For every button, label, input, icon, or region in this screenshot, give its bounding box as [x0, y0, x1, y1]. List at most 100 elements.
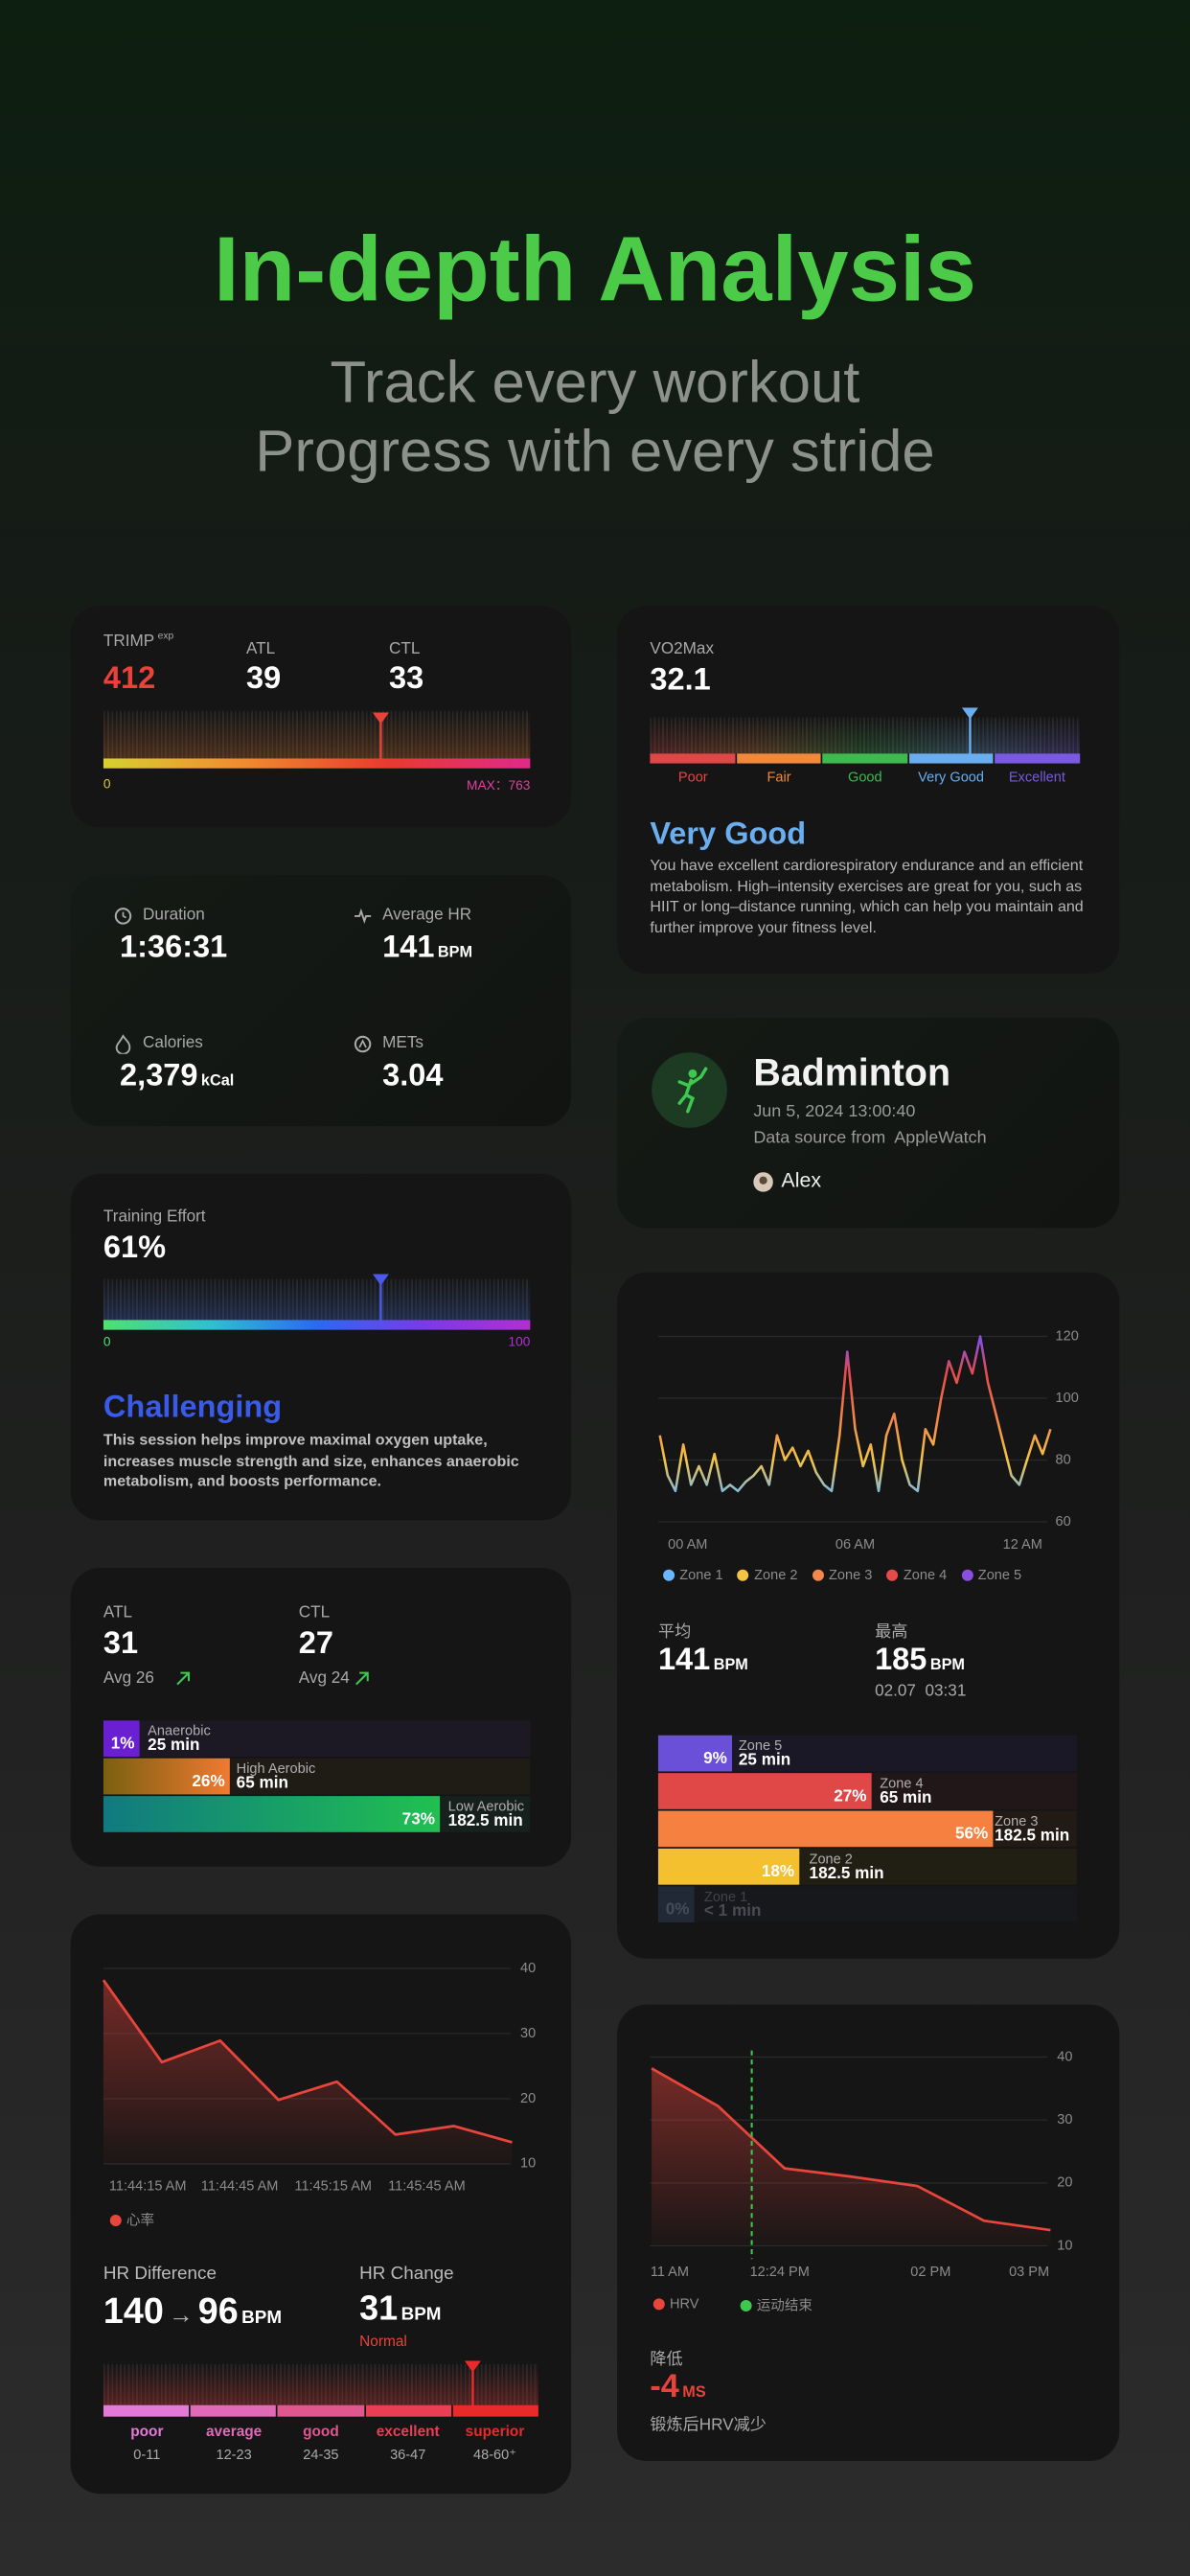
- zone-bar: 27%: [657, 1773, 872, 1809]
- scale-min: 0: [103, 1334, 111, 1350]
- bar-glow: [103, 710, 531, 759]
- level: Challenging: [103, 1390, 283, 1425]
- unit: BPM: [400, 2305, 442, 2325]
- level-segment: [103, 2404, 190, 2417]
- zone-bar: 1%: [103, 1720, 140, 1758]
- zone-row: 73% Low Aerobic 182.5 min: [103, 1796, 531, 1832]
- level-range: 36-47: [390, 2446, 426, 2463]
- x-tick-label: 06 AM: [835, 1537, 875, 1552]
- decor: [471, 2369, 474, 2407]
- y-tick-label: 30: [1057, 2112, 1072, 2128]
- legend: Zone 1 Zone 2 Zone 3 Zone 4 Zone 5: [663, 1566, 1021, 1582]
- zone-percent: 56%: [954, 1825, 989, 1844]
- legend-dot: [812, 1569, 824, 1581]
- decor: [354, 1035, 372, 1053]
- arrow: →: [168, 2301, 194, 2330]
- decor: [688, 1069, 698, 1078]
- hr-card: 120 100 80 60 00 AM 06 AM 12 AM Zone 1 Zone 2 Zo…: [617, 1272, 1120, 1959]
- zone-duration: 182.5 min: [809, 1865, 884, 1883]
- sport: Badminton: [753, 1050, 951, 1093]
- label: CTL: [389, 640, 421, 658]
- decor: [355, 1671, 369, 1686]
- label: HR Change: [359, 2264, 454, 2284]
- scale-max: MAX：763: [467, 778, 531, 794]
- line: [102, 1979, 513, 2144]
- zone-name: Anaerobic: [148, 1722, 211, 1739]
- average: Avg 26: [103, 1669, 154, 1689]
- decor: [759, 1176, 767, 1184]
- area: [652, 2068, 1051, 2246]
- legend-label: Zone 5: [977, 1566, 1022, 1583]
- x-tick-label: 11:44:15 AM: [109, 2179, 187, 2195]
- zone-row: 18% Zone 2 182.5 min: [657, 1848, 1077, 1885]
- zone-percent: 1%: [110, 1735, 135, 1754]
- level-bar: [650, 753, 1081, 764]
- y-tick-label: 20: [520, 2091, 536, 2106]
- decor: [114, 908, 132, 925]
- legend-dot: [109, 2214, 122, 2226]
- x-tick-label: 12 AM: [1003, 1537, 1042, 1552]
- legend-label: HRV: [669, 2294, 699, 2312]
- subtitle-line: Progress with every stride: [255, 417, 935, 485]
- bar-glow: [650, 717, 1081, 754]
- value-number: 185: [875, 1643, 927, 1678]
- level-label: superior 48-60⁺: [451, 2424, 538, 2465]
- zone-bar: 0%: [657, 1886, 695, 1923]
- subtitle-line: Track every workout: [330, 348, 860, 416]
- avatar: [753, 1172, 773, 1192]
- level-label: average 12-23: [191, 2424, 278, 2465]
- level-segment: [191, 2404, 277, 2417]
- bar-glow: [103, 1278, 531, 1321]
- value: 39: [245, 661, 282, 697]
- x-tick-label: 11:45:45 AM: [388, 2179, 466, 2195]
- headline: In-depth Analysis: [213, 217, 977, 321]
- level-label: Poor: [650, 769, 736, 785]
- y-tick-label: 20: [1057, 2175, 1072, 2191]
- zone-name: Zone 3: [995, 1812, 1039, 1829]
- zone-bar: 9%: [657, 1735, 733, 1772]
- x-tick-label: 11:45:15 AM: [294, 2179, 372, 2195]
- legend-dot: [961, 1569, 973, 1581]
- decor: [122, 911, 126, 919]
- x-tick-label: 03 PM: [1009, 2265, 1049, 2280]
- legend-dot: [663, 1569, 675, 1581]
- level-segment: [908, 753, 995, 764]
- unit: BPM: [241, 2308, 283, 2329]
- legend-label: Zone 1: [679, 1566, 723, 1583]
- line-chart: 40 30 20 10 11:44:15 AM 11:44:45 AM 11:45:15 A…: [102, 1961, 536, 2195]
- label: HR Difference: [103, 2264, 217, 2284]
- decor: [379, 721, 382, 761]
- level-name: poor: [130, 2423, 164, 2440]
- value: 185 BPM: [875, 1644, 965, 1680]
- decor: [961, 707, 979, 720]
- legend-item: Zone 5: [961, 1566, 1022, 1583]
- trimp-card: TRIMP exp 412 ATL 39 CTL 33 0 MAX：763: [70, 606, 572, 828]
- unit: MS: [682, 2383, 706, 2403]
- trend-arrow: [176, 1671, 191, 1686]
- y-tick-label: 10: [520, 2156, 536, 2172]
- level-segment: [995, 753, 1081, 764]
- legend-label: 运动结束: [756, 2296, 813, 2313]
- decor: [464, 2360, 481, 2373]
- value: 31 BPM: [359, 2290, 441, 2330]
- scale-bar: [103, 758, 531, 769]
- zone-name: Zone 5: [738, 1736, 783, 1754]
- zone-percent: 0%: [665, 1900, 690, 1920]
- zone-bar: 73%: [103, 1796, 441, 1832]
- x-tick-label: 11 AM: [651, 2265, 689, 2280]
- scale-min: 0: [103, 776, 111, 792]
- label: ATL: [245, 640, 276, 658]
- zone-row: 0% Zone 1 < 1 min: [657, 1886, 1077, 1923]
- zone-duration: 65 min: [880, 1789, 932, 1808]
- legend-item: Zone 4: [886, 1566, 947, 1582]
- level-segment: [452, 2404, 538, 2417]
- legend-item: 运动结束: [740, 2295, 813, 2315]
- decor: [372, 712, 390, 724]
- max-time: 02.07 03:31: [875, 1682, 967, 1701]
- zone-duration: 25 min: [738, 1751, 791, 1770]
- change: 31: [359, 2289, 399, 2329]
- zone-percent: 27%: [834, 1787, 867, 1806]
